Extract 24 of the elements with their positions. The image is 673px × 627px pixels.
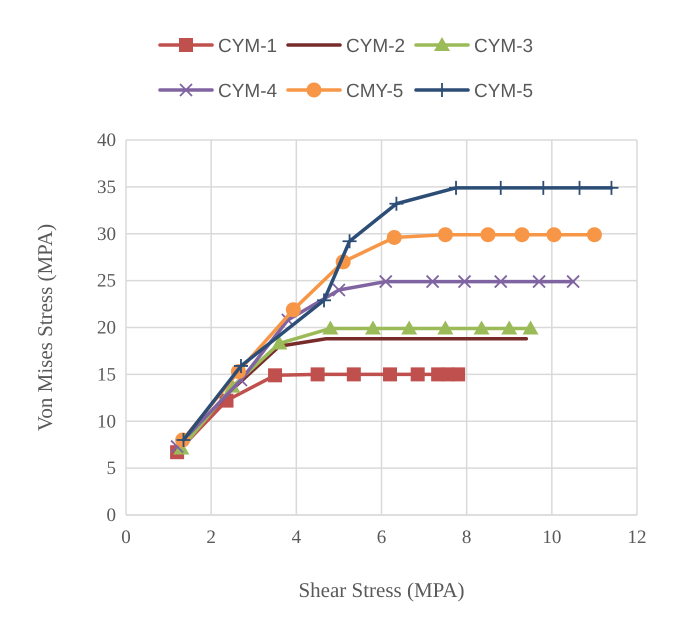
legend-label: CYM-4	[218, 81, 278, 102]
x-tick-label: 12	[628, 527, 646, 548]
y-axis-title: Von Mises Stress (MPA)	[33, 224, 57, 432]
y-tick-label: 35	[97, 176, 116, 198]
x-axis-title: Shear Stress (MPA)	[298, 578, 465, 602]
legend-label: CYM-5	[474, 81, 534, 102]
y-tick-label: 20	[97, 318, 116, 338]
x-tick-label: 4	[292, 527, 302, 548]
y-tick-label: 15	[97, 364, 116, 386]
y-tick-label: 30	[97, 224, 116, 245]
y-tick-label: 10	[97, 411, 116, 432]
legend-label: CYM-2	[346, 36, 406, 57]
x-tick-label: 8	[462, 527, 472, 548]
legend-label: CYM-3	[474, 36, 534, 57]
legend-label: CYM-1	[218, 36, 278, 57]
y-tick-label: 5	[106, 458, 116, 480]
x-tick-label: 10	[542, 527, 562, 548]
x-tick-label: 2	[206, 527, 216, 548]
x-tick-label: 0	[121, 527, 131, 548]
y-tick-label: 0	[106, 505, 116, 526]
y-tick-label: 40	[97, 130, 116, 151]
legend-label: CMY-5	[346, 81, 404, 102]
y-tick-label: 25	[97, 270, 116, 292]
x-tick-label: 6	[376, 527, 386, 548]
